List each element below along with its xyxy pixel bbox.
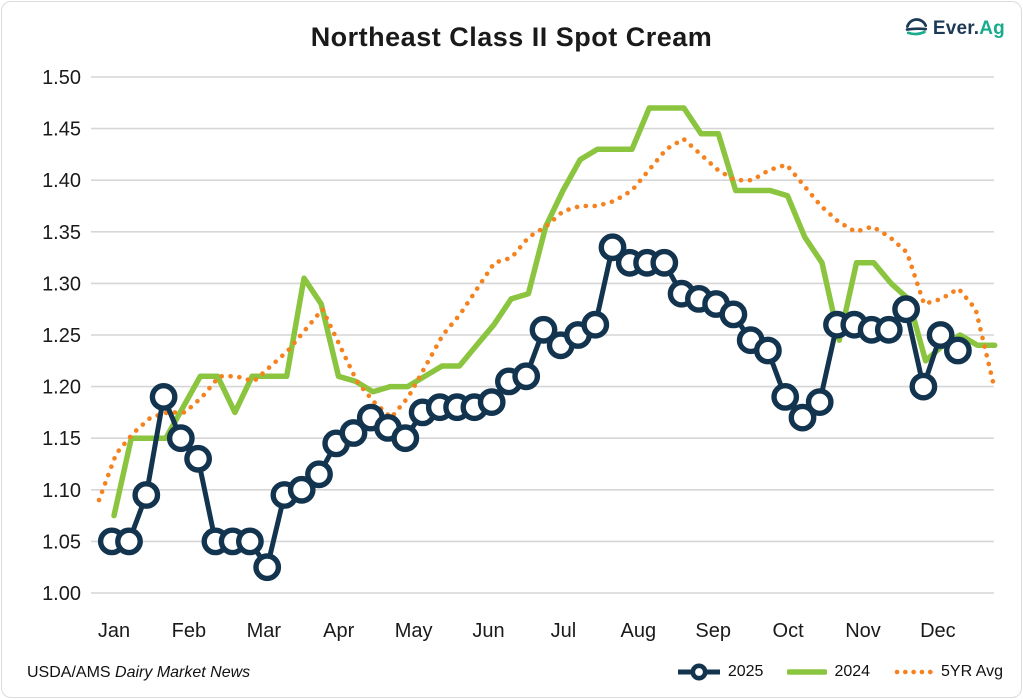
series-2025-marker — [805, 388, 834, 416]
series-2025-marker — [892, 295, 920, 324]
logo-text-ag: Ag — [979, 18, 1005, 39]
y-tick-label: 1.00 — [42, 583, 81, 605]
y-tick-label: 1.50 — [42, 67, 81, 89]
series-2025-marker — [909, 372, 938, 401]
logo-text-ever: Ever. — [932, 18, 980, 39]
everag-logo-text: Ever.Ag — [933, 16, 1005, 41]
y-tick-label: 1.45 — [42, 119, 81, 141]
series-2025-marker — [598, 233, 627, 262]
chart-title: Northeast Class II Spot Cream — [310, 22, 713, 52]
source-prefix: USDA/AMS — [27, 664, 111, 681]
series-2025-marker — [253, 553, 282, 582]
series-2025-marker — [391, 424, 420, 453]
x-tick-label: Mar — [247, 620, 282, 642]
x-tick-label: Aug — [621, 620, 657, 642]
x-tick-label: Feb — [172, 620, 206, 642]
legend-item-5yr-avg[interactable]: 5YR Avg — [894, 662, 1003, 682]
x-tick-label: Jun — [472, 620, 504, 642]
x-tick-label: Nov — [845, 620, 881, 642]
series-2025-marker — [512, 362, 541, 391]
series-2025-marker — [754, 336, 782, 365]
legend-label-5yr: 5YR Avg — [941, 663, 1003, 680]
legend-swatch-5yr-icon — [894, 669, 935, 675]
y-tick-label: 1.35 — [42, 222, 81, 244]
series-2025-marker — [287, 475, 316, 504]
series-2025-marker — [529, 315, 558, 344]
series-2025-marker — [650, 248, 679, 277]
x-tick-label: Oct — [773, 620, 805, 642]
x-tick-label: Jan — [98, 620, 130, 642]
y-tick-label: 1.30 — [42, 273, 81, 295]
series-2025-marker — [788, 403, 817, 432]
series-2025-marker — [719, 300, 748, 329]
x-tick-label: Jul — [551, 620, 577, 642]
series-2025-marker — [115, 527, 143, 556]
series-2025-marker — [581, 310, 610, 339]
everag-logo-icon — [905, 18, 927, 36]
series-2025-marker — [235, 527, 264, 556]
series-2025-marker — [149, 382, 178, 411]
series-2024-line — [111, 105, 998, 519]
x-tick-label: Apr — [323, 620, 354, 642]
series-2025-marker — [477, 388, 506, 416]
series-2025-marker — [166, 424, 195, 453]
legend-swatch-2024-icon — [787, 669, 828, 675]
series-5yr-avg-line — [96, 136, 996, 503]
series-2025-marker — [339, 419, 368, 447]
x-tick-label: Dec — [920, 620, 956, 642]
series-2025-marker — [771, 382, 800, 411]
legend-item-2025[interactable]: 2025 — [677, 662, 764, 682]
series-2025-marker — [874, 315, 903, 344]
legend-swatch-2025-icon — [677, 663, 720, 681]
y-tick-label: 1.40 — [42, 170, 81, 192]
series-2025-marker — [305, 460, 333, 489]
series-2025-marker — [926, 321, 955, 349]
legend-label-2024: 2024 — [834, 663, 871, 680]
x-tick-label: May — [395, 620, 433, 642]
source-note: USDA/AMS Dairy Market News — [27, 664, 250, 682]
x-tick-label: Sep — [695, 620, 731, 642]
series-2025-marker — [944, 336, 972, 365]
y-tick-label: 1.05 — [42, 531, 81, 553]
y-tick-label: 1.10 — [42, 480, 81, 502]
series-2025-marker — [132, 481, 161, 509]
everag-logo: Ever.Ag — [904, 16, 1005, 41]
y-tick-label: 1.15 — [42, 428, 81, 450]
chart-legend: 2025 2024 5YR Avg — [677, 662, 1003, 682]
legend-label-2025: 2025 — [727, 663, 764, 680]
legend-item-2024[interactable]: 2024 — [787, 662, 870, 682]
series-2025-marker — [184, 444, 213, 473]
y-tick-label: 1.25 — [42, 325, 81, 347]
source-name: Dairy Market News — [115, 664, 251, 681]
y-tick-label: 1.20 — [42, 377, 81, 399]
